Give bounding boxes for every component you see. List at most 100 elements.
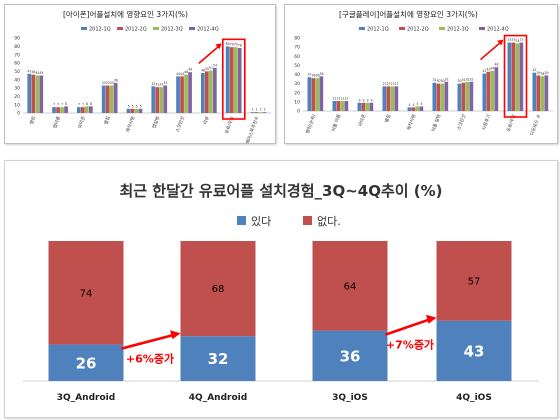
bar: [229, 47, 234, 113]
bar: [159, 87, 164, 113]
x-tick-label: 앱설명: [150, 115, 161, 129]
bar-value-label: 27: [390, 82, 394, 86]
x-tick-label: 제작사명: [124, 115, 136, 133]
bar-value-label: 38: [319, 72, 323, 76]
bar-value-label: 33: [102, 81, 106, 85]
bar-value-label: 31: [461, 78, 465, 82]
bar: [138, 108, 143, 113]
bar-value-label: 43: [464, 342, 485, 360]
x-tick-label: 리뷰: [201, 115, 210, 125]
legend-label: 2012-1Q: [367, 27, 389, 33]
bar: [163, 85, 168, 113]
bar: [319, 76, 324, 111]
bar-value-label: 32: [444, 77, 448, 81]
bar: [64, 106, 68, 113]
bar: [176, 76, 180, 113]
chart-title: [구글플레이]어플설치에 영향요인 3가지(%): [339, 9, 478, 19]
bar-value-label: 9: [366, 98, 368, 102]
legend-label: 2012-4Q: [197, 27, 219, 33]
chart-title: 최근 한달간 유료어플 설치경험_3Q~4Q추이 (%): [119, 182, 442, 200]
bar-value-label: 51: [209, 66, 213, 70]
bar-value-label: 47: [27, 69, 31, 73]
bar-value-label: 43: [486, 67, 490, 71]
chart-title: [아이폰]어플설치에 영향요인 3가지(%): [63, 9, 188, 19]
y-tick-label: 80: [14, 44, 20, 50]
bar-value-label: 41: [482, 69, 486, 73]
bar: [415, 106, 420, 111]
bar: [407, 107, 412, 111]
highlight-arrow-line: [479, 40, 503, 61]
bar-value-label: 5: [420, 102, 422, 106]
bar: [536, 75, 541, 111]
y-tick-label: 60: [14, 61, 20, 67]
bar-value-label: 33: [163, 81, 167, 85]
legend-swatch: [399, 27, 405, 30]
bar: [89, 106, 93, 113]
bar-value-label: 11: [344, 96, 348, 100]
bar-value-label: 79: [230, 43, 234, 47]
bar-value-label: 30: [457, 79, 461, 83]
bar-value-label: 36: [315, 74, 319, 78]
bar: [201, 73, 205, 113]
bar-value-label: 9: [358, 98, 360, 102]
bar: [382, 86, 387, 111]
bar-value-label: 5: [416, 102, 418, 106]
highlight-arrow-line: [198, 44, 221, 64]
bar: [490, 70, 495, 111]
bar: [444, 81, 449, 111]
bar-value-label: 11: [336, 96, 340, 100]
legend-label: 2012-3Q: [447, 27, 469, 33]
legend-label: 2012-2Q: [125, 27, 147, 33]
bar-value-label: 1: [252, 108, 254, 112]
y-tick-label: 40: [294, 72, 300, 78]
bar-value-label: 7: [57, 103, 59, 107]
bar-value-label: 8: [86, 102, 88, 106]
bar-segment-no: [436, 241, 512, 321]
legend-swatch: [81, 27, 87, 30]
bar-value-label: 7: [53, 103, 55, 107]
bar-value-label: 32: [469, 77, 473, 81]
legend-swatch: [359, 27, 365, 30]
bar: [336, 100, 341, 111]
bar: [457, 83, 462, 111]
bar-value-label: 32: [465, 77, 469, 81]
y-tick-label: 80: [294, 36, 300, 42]
bar-value-label: 32: [208, 350, 229, 368]
increase-arrow-head: [170, 330, 181, 340]
bar-value-label: 46: [31, 70, 35, 74]
bar-value-label: 31: [155, 83, 159, 87]
bar-value-label: 75: [507, 38, 511, 42]
legend-label: 2012-2Q: [407, 27, 429, 33]
bar-value-label: 11: [332, 96, 336, 100]
highlight-arrow-head: [497, 39, 504, 46]
bar-value-label: 31: [432, 78, 436, 82]
bar: [315, 78, 320, 111]
bar: [52, 107, 56, 113]
bar-value-label: 48: [201, 69, 205, 73]
bar-value-label: 39: [544, 71, 548, 75]
bar: [461, 82, 466, 111]
bar-value-label: 26: [76, 354, 97, 372]
bar: [511, 42, 516, 111]
increase-arrow-head: [426, 314, 437, 324]
bar: [311, 78, 316, 111]
bar-segment-no: [48, 241, 124, 345]
bar: [237, 48, 242, 113]
bar-value-label: 48: [494, 63, 498, 67]
bar-value-label: 1: [264, 108, 266, 112]
bar: [365, 102, 370, 111]
bar: [369, 102, 374, 111]
bar: [155, 87, 160, 113]
bar-value-label: 9: [370, 98, 372, 102]
bar: [109, 85, 114, 113]
bar-value-label: 7: [82, 103, 84, 107]
bar-value-label: 5: [128, 104, 130, 108]
bar-value-label: 46: [184, 70, 188, 74]
bar-value-label: 54: [213, 64, 217, 68]
bar-value-label: 30: [436, 79, 440, 83]
legend-swatch: [117, 27, 123, 30]
bar-value-label: 27: [382, 82, 386, 86]
bar-value-label: 78: [238, 44, 242, 48]
bar: [113, 83, 118, 113]
bar: [101, 85, 106, 113]
